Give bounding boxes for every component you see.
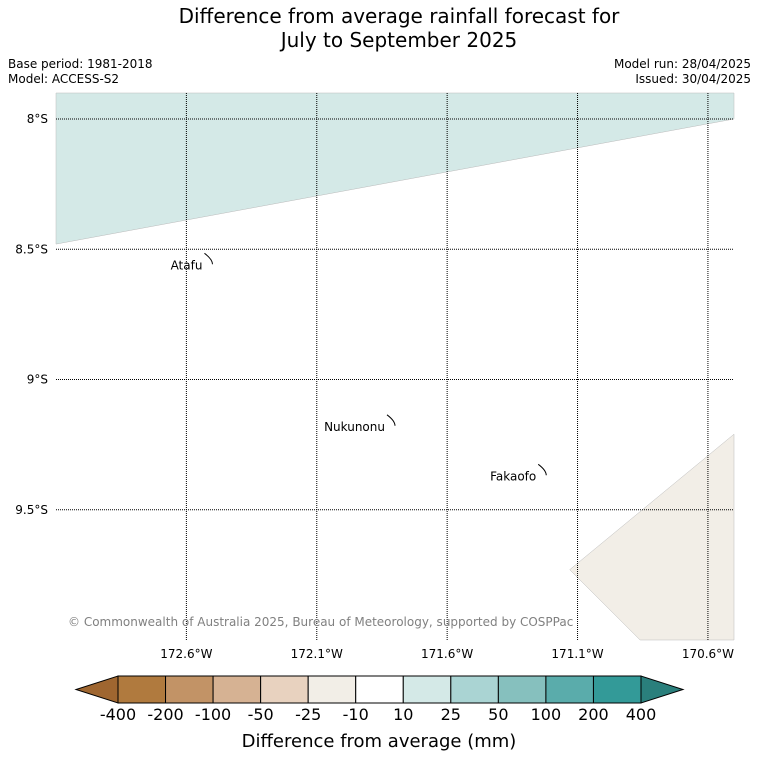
place-label: Atafu (171, 258, 203, 272)
colorbar-label: Difference from average (mm) (242, 731, 517, 752)
model-name: Model: ACCESS-S2 (8, 72, 120, 86)
colorbar-tick-label: -200 (147, 705, 183, 724)
issued-date: Issued: 30/04/2025 (635, 72, 751, 86)
colorbar-swatch (165, 675, 214, 704)
model-run: Model run: 28/04/2025 (613, 57, 751, 71)
title-line-1: Difference from average rainfall forecas… (178, 4, 620, 28)
colorbar-tick-label: 10 (393, 705, 413, 724)
island-outline (204, 252, 213, 265)
island-outline (386, 414, 396, 426)
colorbar: -400 -200 -100 -50 -25 -10 10 25 50 100 200 400 Diff… (74, 675, 685, 752)
colorbar-tick-label: 400 (626, 705, 657, 724)
colorbar-tick-label: 25 (441, 705, 461, 724)
lat-tick-label: 9°S (27, 373, 48, 387)
lon-tick-label: 172.6°W (160, 647, 212, 661)
lon-tick-label: 171.6°W (421, 647, 473, 661)
map-area: 8°S 8.5°S 9°S 9.5°S 172.6°W 172.1°W 171.6°W 171… (15, 92, 735, 661)
map-title: Difference from average rainfall forecas… (0, 4, 758, 52)
lat-tick-label: 9.5°S (15, 503, 48, 517)
colorbar-tick-label: -10 (343, 705, 369, 724)
colorbar-tick-label: -50 (248, 705, 274, 724)
colorbar-tick-label: -25 (295, 705, 321, 724)
colorbar-swatch (117, 675, 167, 704)
copyright-text: © Commonwealth of Australia 2025, Bureau… (68, 615, 573, 629)
island-outline (537, 463, 547, 476)
colorbar-tick-label: 200 (578, 705, 609, 724)
base-period: Base period: 1981-2018 (8, 57, 153, 71)
colorbar-under-arrow (74, 675, 119, 704)
colorbar-over-arrow (640, 675, 685, 704)
lat-tick-label: 8°S (27, 112, 48, 126)
meta-right: Model run: 28/04/2025 Issued: 30/04/2025 (614, 57, 751, 87)
colorbar-swatch (450, 675, 499, 704)
colorbar-tick-label: -100 (195, 705, 231, 724)
colorbar-swatch (402, 675, 452, 704)
rainfall-region-0 (55, 92, 735, 245)
place-label: Nukunonu (324, 420, 385, 434)
title-line-2: July to September 2025 (280, 28, 518, 52)
colorbar-swatch (545, 675, 594, 704)
colorbar-swatch (592, 675, 642, 704)
colorbar-tick-label: -400 (100, 705, 136, 724)
lat-tick-label: 8.5°S (15, 242, 48, 256)
colorbar-swatch (355, 675, 404, 704)
colorbar-tick-label: 50 (488, 705, 508, 724)
lon-tick-label: 170.6°W (682, 647, 734, 661)
place-label: Fakaofo (490, 469, 536, 483)
colorbar-tick-label: 100 (531, 705, 562, 724)
colorbar-swatch (497, 675, 547, 704)
colorbar-swatch (212, 675, 262, 704)
rainfall-region-1 (569, 433, 735, 641)
lon-tick-label: 171.1°W (551, 647, 603, 661)
colorbar-swatch (260, 675, 309, 704)
colorbar-swatch (307, 675, 357, 704)
lon-tick-label: 172.1°W (291, 647, 343, 661)
meta-left: Base period: 1981-2018 Model: ACCESS-S2 (8, 57, 153, 87)
